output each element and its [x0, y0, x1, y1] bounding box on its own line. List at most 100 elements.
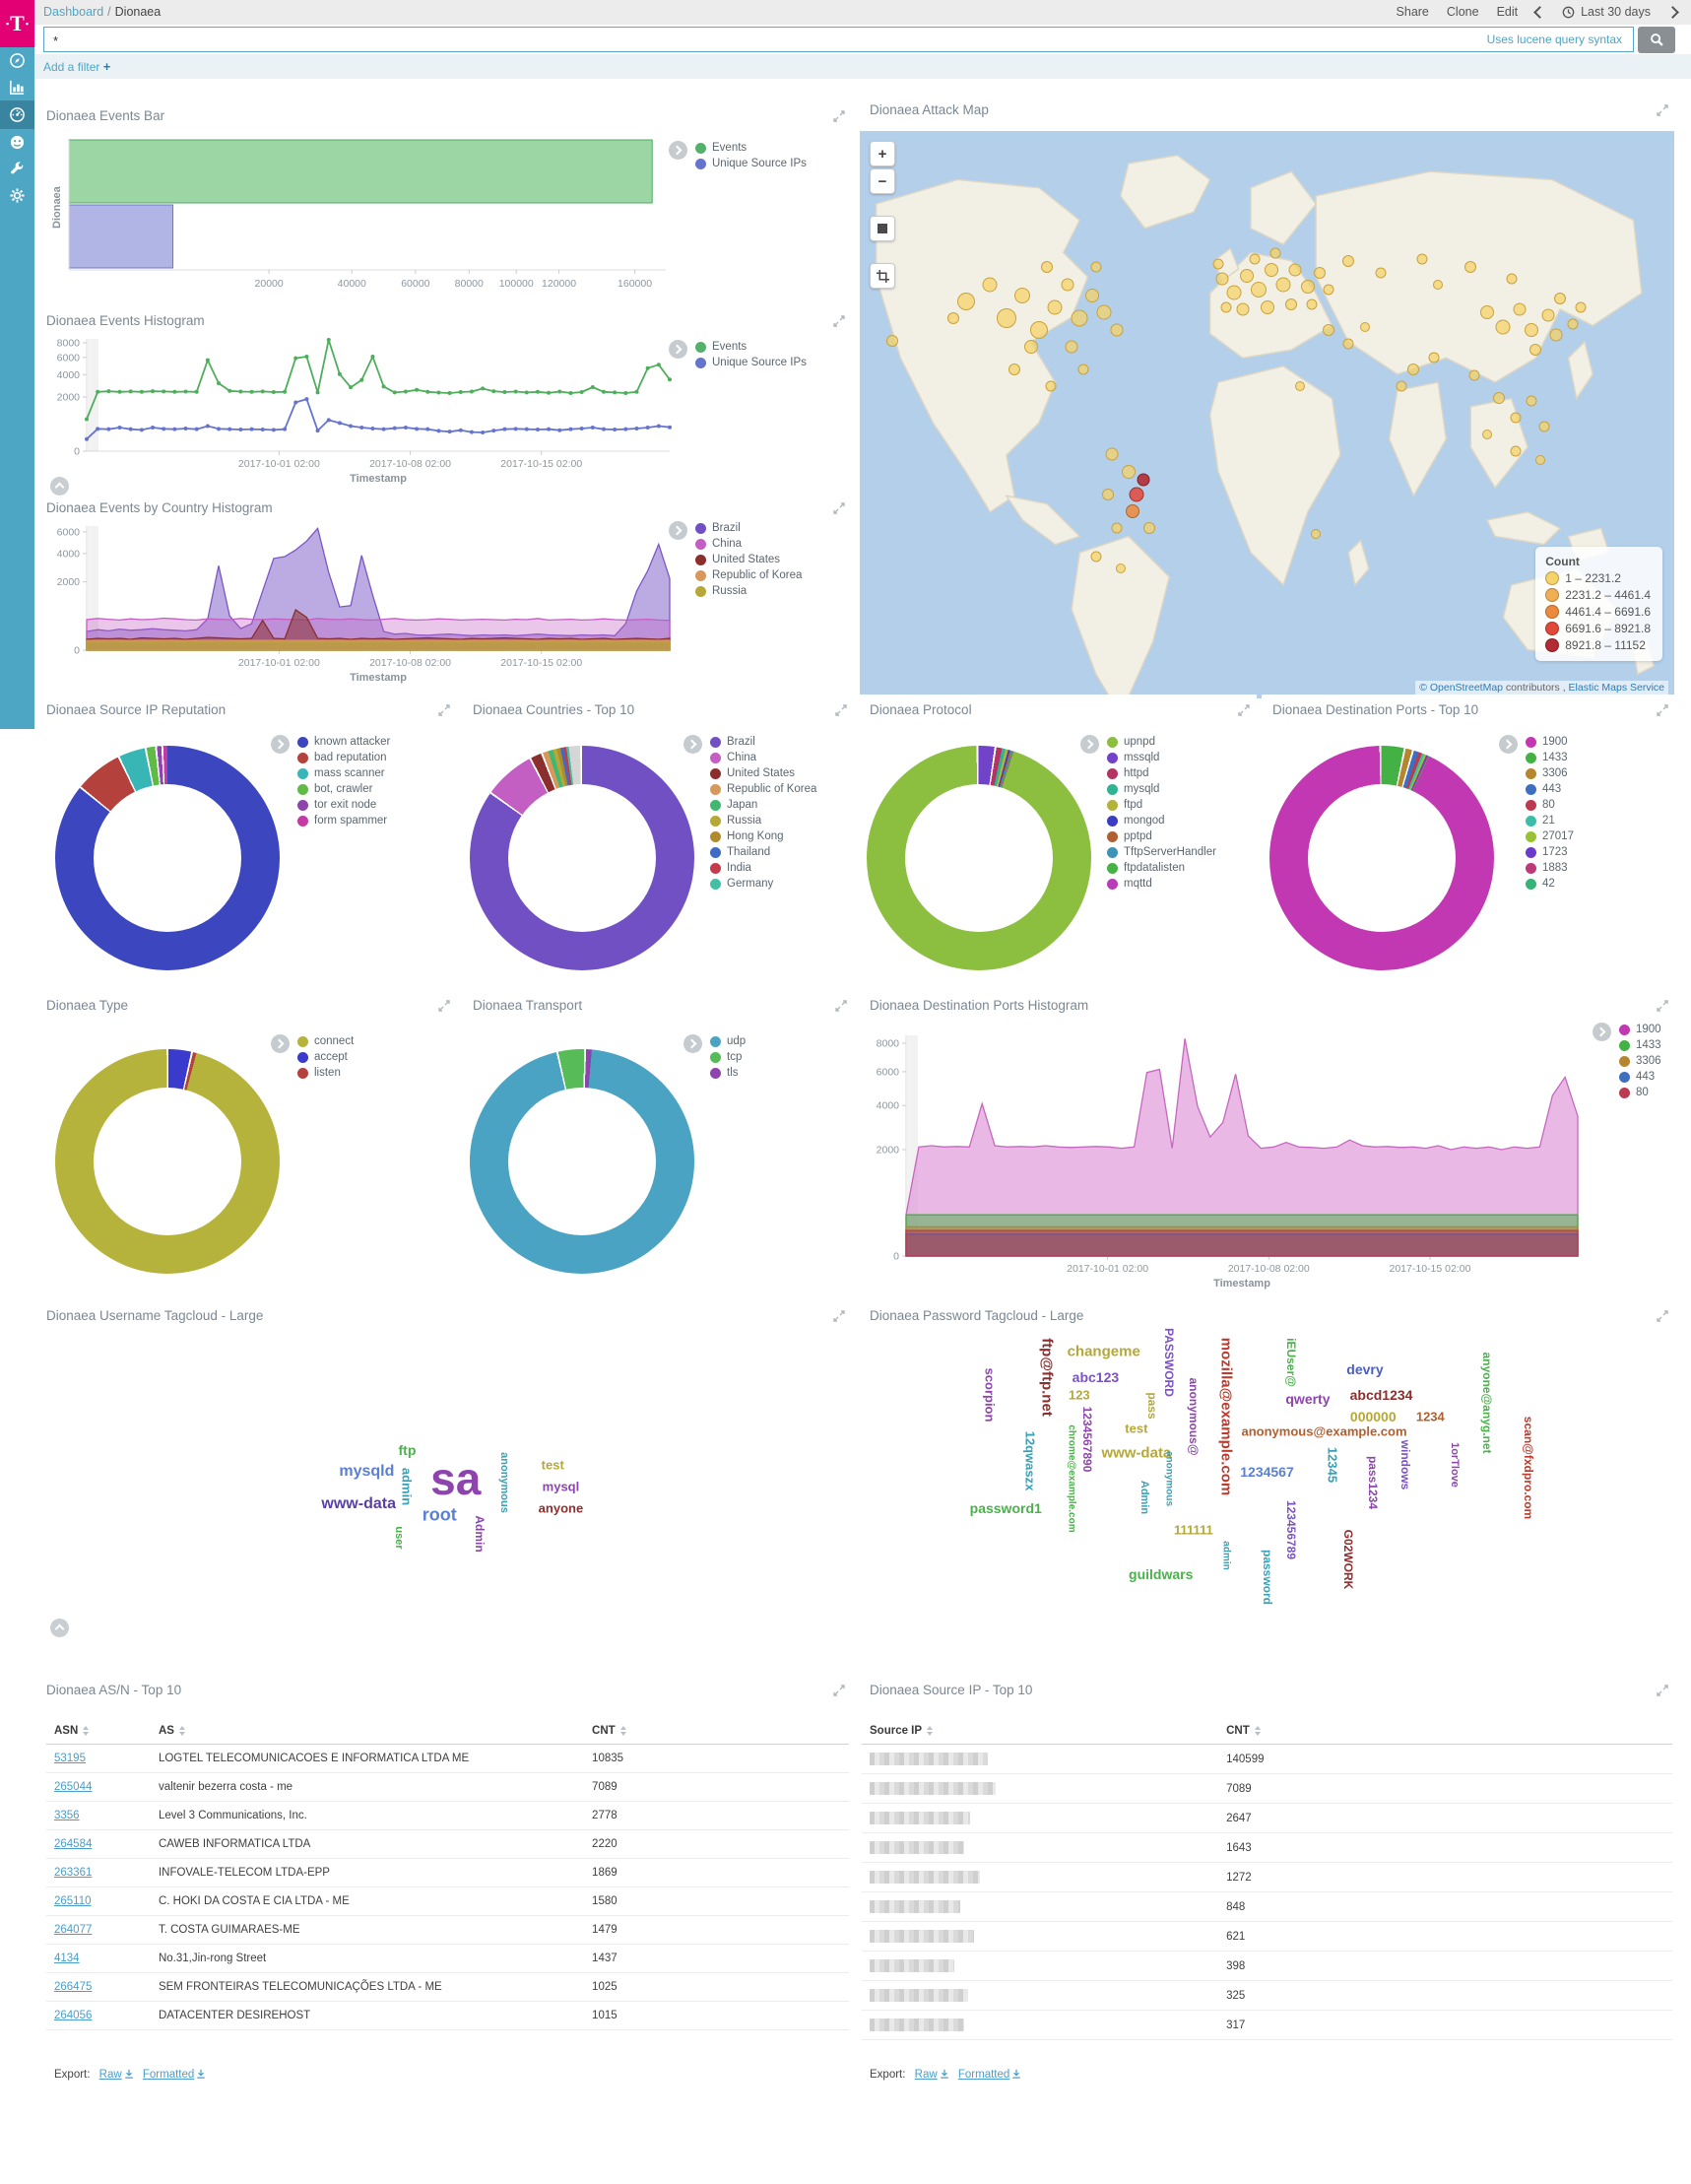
expand-panel-icon[interactable] [833, 1309, 845, 1322]
expand-panel-icon[interactable] [835, 703, 847, 716]
tagcloud-word[interactable]: sa [430, 1453, 482, 1505]
tagcloud-word[interactable]: windows [1398, 1439, 1413, 1489]
sidebar-item-dev-tools[interactable] [0, 156, 34, 182]
legend-item[interactable]: known attacker [297, 736, 390, 748]
tagcloud-word[interactable]: scorpion [982, 1367, 998, 1423]
legend-item[interactable]: 3306 [1526, 767, 1574, 779]
tagcloud-word[interactable]: admin [399, 1467, 415, 1505]
legend-item[interactable]: Thailand [710, 846, 816, 858]
username-tagcloud[interactable]: ftp mysqld sa admin www-data root user Admin ano… [43, 1300, 852, 1665]
protocol-donut-chart[interactable] [867, 746, 1091, 970]
legend-item[interactable]: Brazil [695, 522, 802, 534]
transport-donut-chart[interactable] [470, 1049, 694, 1274]
legend-toggle-icon[interactable] [669, 340, 687, 359]
column-header-cnt[interactable]: CNT [1218, 1718, 1672, 1745]
expand-panel-icon[interactable] [1657, 1684, 1668, 1696]
legend-item[interactable]: mass scanner [297, 767, 390, 779]
expand-panel-icon[interactable] [833, 1684, 845, 1696]
tagcloud-word[interactable]: ftp [398, 1441, 417, 1458]
legend-item[interactable]: 21 [1526, 815, 1574, 827]
legend-item[interactable]: Russia [695, 585, 802, 597]
legend-item[interactable]: upnpd [1107, 736, 1216, 748]
tagcloud-word[interactable]: G02WORK [1341, 1529, 1356, 1590]
sidebar-item-dashboard[interactable] [0, 100, 34, 129]
legend-item[interactable]: 443 [1619, 1071, 1661, 1083]
legend-toggle-icon[interactable] [669, 521, 687, 540]
tagcloud-word[interactable]: password1 [969, 1499, 1042, 1516]
legend-item[interactable]: Republic of Korea [695, 569, 802, 581]
legend-toggle-icon[interactable] [271, 1034, 290, 1053]
legend-item[interactable]: India [710, 862, 816, 874]
zoom-in-button[interactable]: + [870, 141, 895, 166]
tagcloud-word[interactable]: guildwars [1129, 1565, 1194, 1582]
asn-link[interactable]: 264584 [54, 1838, 93, 1850]
expand-panel-icon[interactable] [1657, 1309, 1668, 1322]
draw-rectangle-button[interactable] [870, 263, 895, 289]
export-raw-link[interactable]: Raw [915, 2069, 949, 2081]
column-header-cnt[interactable]: CNT [584, 1718, 849, 1745]
asn-link[interactable]: 53195 [54, 1753, 86, 1764]
legend-item[interactable]: Events [695, 142, 807, 154]
tagcloud-word[interactable]: Admin [473, 1515, 488, 1553]
world-map[interactable]: + − Count 1 – 2231.2 2231.2 – 4461.4 4461.… [860, 131, 1674, 698]
legend-item[interactable]: 1723 [1526, 846, 1574, 858]
tagcloud-word[interactable]: www-data [1101, 1444, 1172, 1462]
expand-panel-icon[interactable] [1657, 703, 1668, 716]
countries-donut-chart[interactable] [470, 746, 694, 970]
legend-item[interactable]: udp [710, 1035, 746, 1047]
legend-item[interactable]: Hong Kong [710, 830, 816, 842]
tagcloud-word[interactable]: password [1260, 1550, 1274, 1606]
legend-item[interactable]: mssqld [1107, 752, 1216, 763]
legend-item[interactable]: 3306 [1619, 1055, 1661, 1067]
reputation-donut-chart[interactable] [55, 746, 280, 970]
export-formatted-link[interactable]: Formatted [958, 2069, 1021, 2081]
tagcloud-word[interactable]: changeme [1067, 1343, 1140, 1360]
sidebar-item-management[interactable] [0, 182, 34, 209]
legend-item[interactable]: tls [710, 1067, 746, 1079]
asn-link[interactable]: 264056 [54, 2010, 93, 2021]
tagcloud-word[interactable]: PASSWORD [1162, 1328, 1177, 1397]
tagcloud-word[interactable]: test [1125, 1421, 1148, 1435]
sidebar-item-timelion[interactable] [0, 129, 34, 156]
expand-panel-icon[interactable] [833, 501, 845, 514]
legend-item[interactable]: listen [297, 1067, 354, 1079]
legend-item[interactable]: pptpd [1107, 830, 1216, 842]
legend-item[interactable]: China [710, 752, 816, 763]
expand-panel-icon[interactable] [833, 109, 845, 122]
tagcloud-word[interactable]: ftp@ftp.net [1038, 1337, 1056, 1417]
tagcloud-word[interactable]: chrome@example.com [1066, 1424, 1077, 1533]
legend-item[interactable]: mysqld [1107, 783, 1216, 795]
export-formatted-link[interactable]: Formatted [143, 2069, 206, 2081]
tagcloud-word[interactable]: 000000 [1349, 1409, 1397, 1425]
legend-item[interactable]: 1433 [1526, 752, 1574, 763]
tagcloud-word[interactable]: user [393, 1525, 406, 1550]
legend-item[interactable]: tcp [710, 1051, 746, 1063]
legend-toggle-icon[interactable] [1499, 735, 1518, 754]
elastic-maps-link[interactable]: Elastic Maps Service [1568, 682, 1664, 694]
time-picker[interactable]: Last 30 days [1562, 5, 1651, 19]
tagcloud-word[interactable]: mysql [542, 1479, 580, 1494]
column-header-asn[interactable]: ASN [46, 1718, 151, 1745]
collapse-row-button[interactable] [50, 477, 69, 496]
tagcloud-word[interactable]: anonymous [1163, 1451, 1175, 1507]
export-raw-link[interactable]: Raw [99, 2069, 134, 2081]
events-bar-chart[interactable]: 20000 40000 60000 80000 100000 120000 160000 [61, 138, 680, 296]
legend-item[interactable]: mqttd [1107, 878, 1216, 890]
tagcloud-word[interactable]: anyone [538, 1500, 584, 1516]
tagcloud-word[interactable]: mysqld [339, 1462, 395, 1480]
tagcloud-word[interactable]: 1orTlove [1449, 1441, 1462, 1488]
expand-panel-icon[interactable] [1238, 703, 1250, 716]
tagcloud-word[interactable]: test [541, 1457, 564, 1472]
tagcloud-word[interactable]: scan@fxdpro.com [1521, 1416, 1535, 1520]
search-button[interactable] [1638, 27, 1675, 53]
legend-item[interactable]: TftpServerHandler [1107, 846, 1216, 858]
share-button[interactable]: Share [1396, 5, 1429, 19]
tagcloud-word[interactable]: 1234567 [1240, 1463, 1294, 1480]
legend-item[interactable]: 443 [1526, 783, 1574, 795]
dest-ports-donut-chart[interactable] [1269, 746, 1494, 970]
legend-item[interactable]: 42 [1526, 878, 1574, 890]
tagcloud-word[interactable]: 1234 [1415, 1409, 1445, 1424]
type-donut-chart[interactable] [55, 1049, 280, 1274]
legend-toggle-icon[interactable] [1080, 735, 1099, 754]
expand-panel-icon[interactable] [835, 999, 847, 1012]
